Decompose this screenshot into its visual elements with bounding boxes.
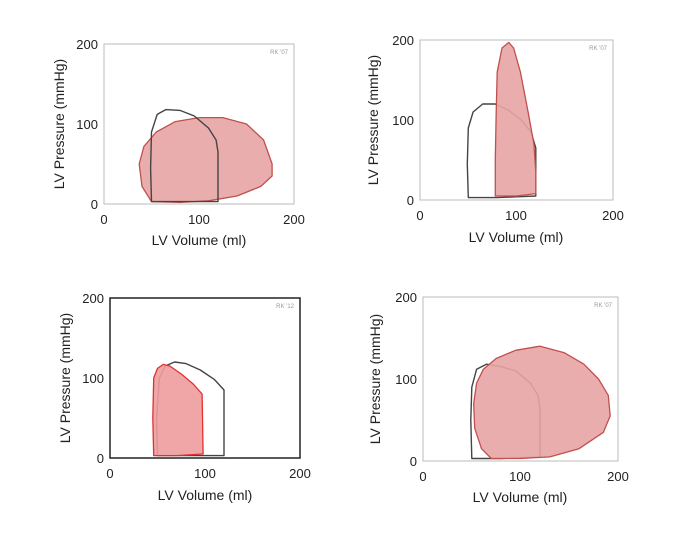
panel-1-x-tick-200: 200 (283, 212, 305, 227)
panel-4-y-tick-0: 0 (410, 454, 417, 469)
panel-4-x-axis-label: LV Volume (ml) (473, 489, 568, 505)
panel-4-annotation: RK '07 (594, 303, 612, 309)
panel-2-frame (419, 39, 614, 201)
panel-3-x-tick-200: 200 (289, 466, 311, 481)
panel-1-y-axis-label: LV Pressure (mmHg) (51, 59, 67, 189)
panel-4: RK '07 0 100 200 0 100 200 LV Volume (ml… (367, 290, 629, 505)
panel-4-frame (422, 296, 619, 462)
panel-3-x-axis-label: LV Volume (ml) (158, 487, 253, 503)
panel-2-y-axis-label: LV Pressure (mmHg) (365, 55, 381, 185)
panel-2-y-tick-0: 0 (407, 193, 414, 208)
panel-1-annotation: RK '07 (270, 50, 288, 56)
panel-2-annotation: RK '07 (589, 46, 607, 52)
panel-4-y-tick-100: 100 (395, 372, 417, 387)
panel-3-x-tick-0: 0 (106, 466, 113, 481)
panel-3-y-tick-0: 0 (97, 451, 104, 466)
panel-2-filled-loop (494, 41, 537, 197)
panel-1: RK '07 0 100 200 0 100 200 LV Volume (ml… (51, 37, 305, 248)
panel-2-x-tick-200: 200 (602, 208, 624, 223)
panel-1-x-tick-100: 100 (188, 212, 210, 227)
panel-3-annotation: RK '12 (276, 304, 294, 310)
panel-3: RK '12 0 100 200 0 100 200 LV Volume (ml… (57, 291, 311, 503)
panel-1-y-tick-100: 100 (76, 117, 98, 132)
panel-1-filled-loop (138, 116, 273, 204)
panel-1-x-tick-0: 0 (100, 212, 107, 227)
panel-4-x-tick-100: 100 (509, 469, 531, 484)
panel-2-y-tick-200: 200 (392, 33, 414, 48)
panel-3-y-axis-label: LV Pressure (mmHg) (57, 313, 73, 443)
panel-3-y-tick-200: 200 (82, 291, 104, 306)
panel-4-filled-loop (473, 345, 611, 460)
panel-3-filled-loop (152, 363, 204, 457)
panel-4-y-axis-label: LV Pressure (mmHg) (367, 314, 383, 444)
panel-4-x-tick-200: 200 (607, 469, 629, 484)
panel-1-frame (103, 43, 295, 205)
panel-3-x-tick-100: 100 (194, 466, 216, 481)
panel-1-y-tick-200: 200 (76, 37, 98, 52)
panel-4-x-tick-0: 0 (419, 469, 426, 484)
panel-1-x-axis-label: LV Volume (ml) (152, 232, 247, 248)
panel-2-x-axis-label: LV Volume (ml) (469, 229, 564, 245)
panel-2-y-tick-100: 100 (392, 113, 414, 128)
panel-3-y-tick-100: 100 (82, 371, 104, 386)
panel-1-y-tick-0: 0 (91, 197, 98, 212)
panel-2-x-tick-100: 100 (505, 208, 527, 223)
panel-2: RK '07 0 100 200 0 100 200 LV Volume (ml… (365, 33, 624, 245)
panel-4-y-tick-200: 200 (395, 290, 417, 305)
panel-3-frame (109, 297, 301, 459)
panel-2-x-tick-0: 0 (416, 208, 423, 223)
panel-1-outline-loop (149, 108, 219, 203)
